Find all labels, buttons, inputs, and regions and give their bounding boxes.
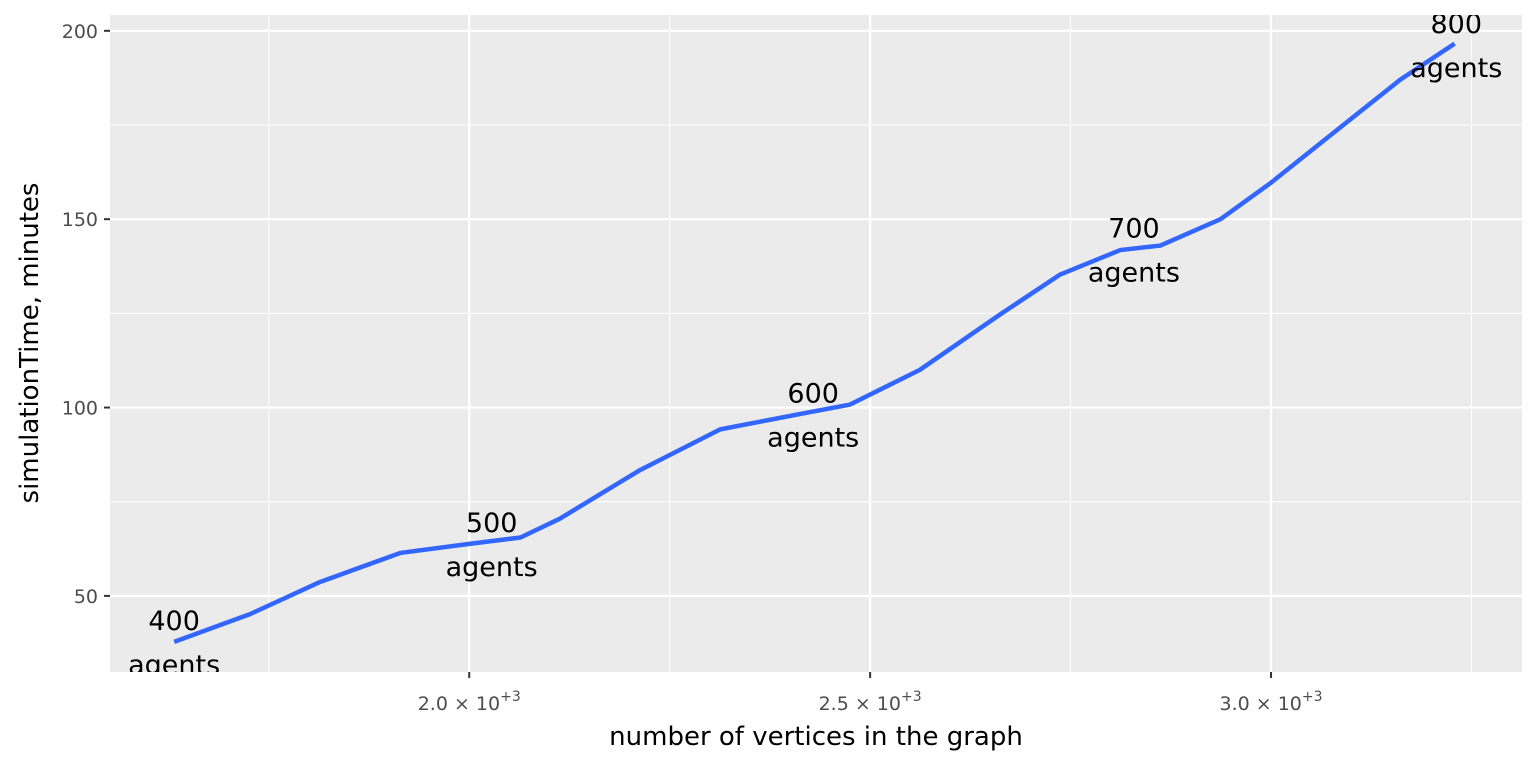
annotation: 400 agents: [128, 606, 220, 681]
annotation-line: agents: [128, 650, 220, 681]
grid: [110, 15, 1522, 672]
annotation: 800 agents: [1410, 9, 1502, 84]
annotation-line: agents: [1088, 258, 1180, 289]
annotation-line: 800: [1430, 9, 1482, 40]
x-tick-label-exponent: +3: [901, 689, 922, 705]
x-tick-label: 2.5 × 10+3: [819, 689, 922, 715]
y-tick-label: 150: [62, 209, 98, 231]
panel-background: [110, 15, 1522, 672]
y-tick-label: 200: [62, 21, 98, 43]
annotation-line: agents: [1410, 53, 1502, 84]
x-tick-label-base: 2.0 × 10: [418, 693, 500, 715]
line: [173, 41, 1456, 644]
annotation-line: agents: [767, 423, 859, 454]
x-tick-label-exponent: +3: [500, 689, 521, 705]
annotation: 500 agents: [446, 508, 538, 583]
y-axis-title: simulationTime, minutes: [15, 183, 45, 504]
x-tick-label-base: 2.5 × 10: [819, 693, 901, 715]
x-tick-label: 3.0 × 10+3: [1220, 689, 1323, 715]
annotation-line: 500: [466, 508, 518, 539]
annotation: 700 agents: [1088, 214, 1180, 289]
y-tick-label: 100: [62, 398, 98, 420]
x-tick-label-base: 3.0 × 10: [1220, 693, 1302, 715]
annotation: 600 agents: [767, 379, 859, 454]
annotation-line: agents: [446, 552, 538, 583]
annotation-line: 700: [1108, 214, 1160, 245]
annotation-line: 400: [148, 606, 200, 637]
x-tick-label: 2.0 × 10+3: [418, 689, 521, 715]
y-tick-label: 50: [74, 586, 98, 608]
annotation-line: 600: [787, 379, 839, 410]
x-tick-label-exponent: +3: [1302, 689, 1323, 705]
plot-area: 400 agents 500 agents 600 agents 700 agents 800 a…: [128, 9, 1502, 681]
x-axis-title: number of vertices in the graph: [609, 722, 1023, 752]
